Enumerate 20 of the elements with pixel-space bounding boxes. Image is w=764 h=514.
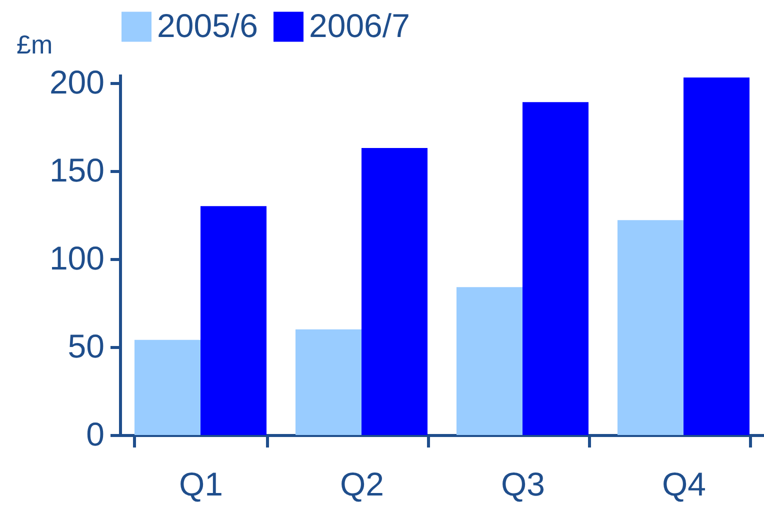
bar: [200, 206, 267, 435]
bar: [522, 102, 589, 435]
y-tick-label: 200: [49, 63, 104, 100]
y-tick-label: 50: [68, 327, 104, 364]
bar: [295, 329, 362, 435]
bar: [362, 148, 428, 435]
legend-label: 2006/7: [309, 6, 410, 44]
x-tick-label: Q4: [662, 466, 706, 502]
x-tick-label: Q1: [178, 466, 224, 502]
y-tick-label: 0: [86, 416, 104, 452]
bar: [684, 78, 750, 435]
x-tick-label: Q2: [340, 466, 384, 502]
x-tick-label: Q3: [500, 466, 546, 502]
legend-label: 2005/6: [157, 6, 258, 44]
y-tick-label: 150: [49, 151, 104, 188]
bar: [134, 340, 200, 435]
bar: [617, 220, 684, 435]
y-tick-label: 100: [49, 239, 104, 276]
y-axis-title: £m: [16, 30, 53, 60]
bar: [456, 287, 522, 435]
